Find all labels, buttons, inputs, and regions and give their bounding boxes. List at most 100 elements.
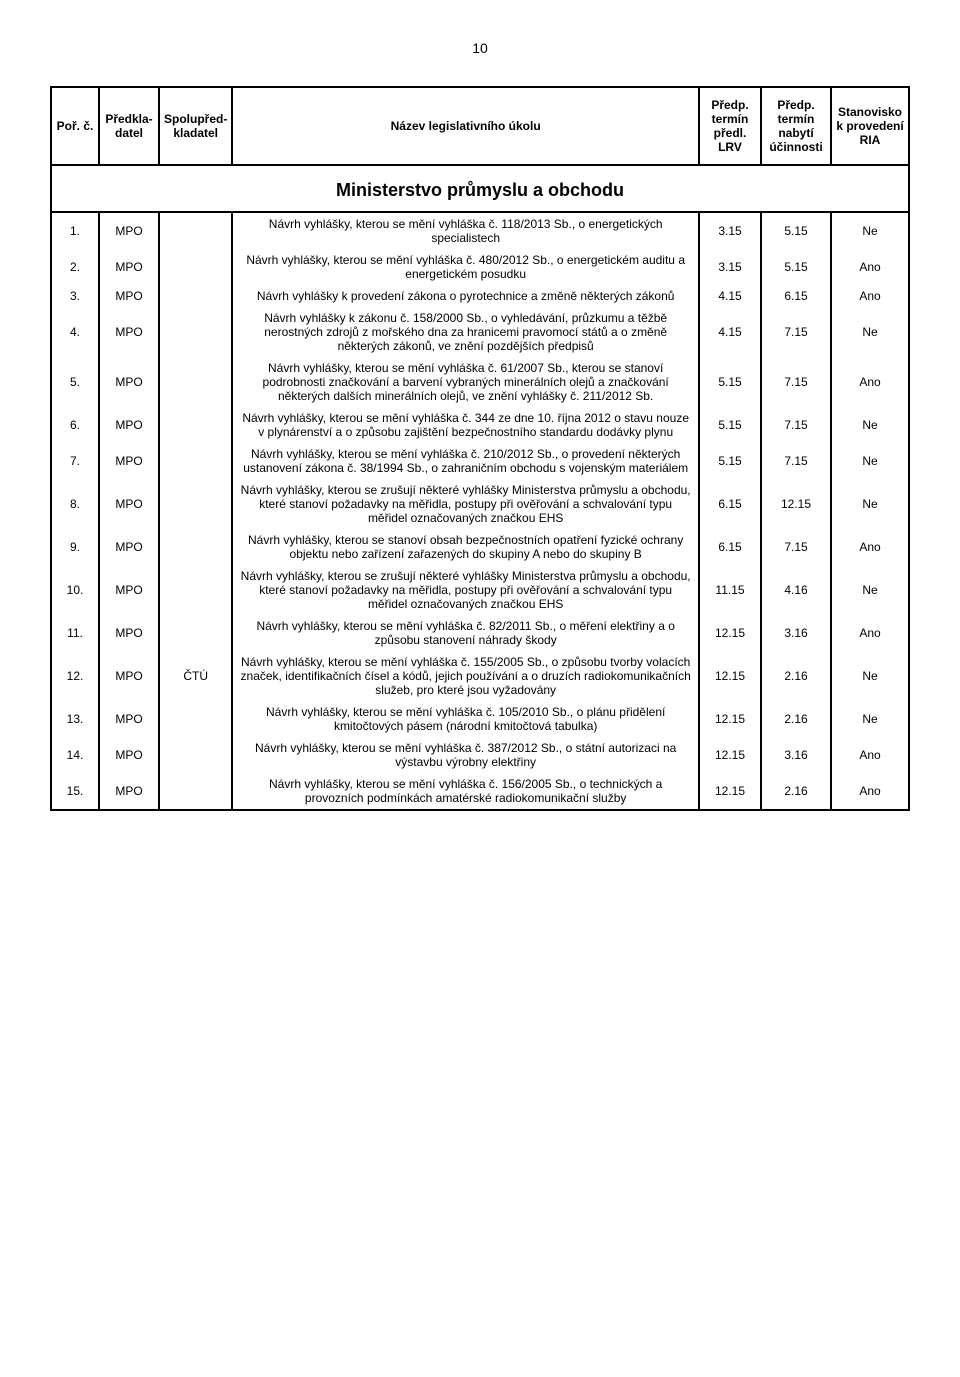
cell-ria: Ne [831, 565, 909, 615]
cell-idx: 15. [51, 773, 99, 810]
cell-author: MPO [99, 773, 159, 810]
cell-lrv: 12.15 [699, 773, 761, 810]
cell-eff: 5.15 [761, 212, 831, 249]
cell-lrv: 5.15 [699, 407, 761, 443]
cell-desc: Návrh vyhlášky, kterou se zrušují někter… [232, 479, 699, 529]
cell-ria: Ano [831, 773, 909, 810]
cell-author: MPO [99, 479, 159, 529]
table-row: 4.MPO Návrh vyhlášky k zákonu č. 158/2000… [51, 307, 909, 357]
cell-coauthor [159, 615, 232, 651]
header-lrv: Předp. termín předl. LRV [699, 87, 761, 165]
cell-eff: 7.15 [761, 443, 831, 479]
cell-coauthor [159, 357, 232, 407]
cell-eff: 5.15 [761, 249, 831, 285]
table-row: 15.MPO Návrh vyhlášky, kterou se mění vyh… [51, 773, 909, 810]
cell-desc: Návrh vyhlášky, kterou se mění vyhláška … [232, 212, 699, 249]
cell-coauthor [159, 479, 232, 529]
cell-lrv: 5.15 [699, 443, 761, 479]
cell-desc: Návrh vyhlášky, kterou se zrušují někter… [232, 565, 699, 615]
cell-ria: Ano [831, 357, 909, 407]
cell-idx: 4. [51, 307, 99, 357]
table-row: 2.MPONávrh vyhlášky, kterou se mění vyhl… [51, 249, 909, 285]
cell-eff: 2.16 [761, 773, 831, 810]
cell-eff: 3.16 [761, 615, 831, 651]
table-header-row: Poř. č. Předkla-datel Spolupřed-kladatel… [51, 87, 909, 165]
cell-desc: Návrh vyhlášky k zákonu č. 158/2000 Sb.,… [232, 307, 699, 357]
table-row: 10.MPONávrh vyhlášky, kterou se zrušují … [51, 565, 909, 615]
cell-coauthor [159, 407, 232, 443]
cell-lrv: 3.15 [699, 249, 761, 285]
cell-author: MPO [99, 407, 159, 443]
cell-author: MPO [99, 701, 159, 737]
cell-lrv: 12.15 [699, 651, 761, 701]
header-eff: Předp. termín nabytí účinnosti [761, 87, 831, 165]
cell-coauthor [159, 565, 232, 615]
cell-coauthor [159, 701, 232, 737]
cell-lrv: 12.15 [699, 737, 761, 773]
cell-lrv: 6.15 [699, 479, 761, 529]
table-row: 7.MPONávrh vyhlášky, kterou se mění vyhl… [51, 443, 909, 479]
cell-ria: Ne [831, 443, 909, 479]
cell-idx: 9. [51, 529, 99, 565]
table-row: 9.MPONávrh vyhlášky, kterou se stanoví o… [51, 529, 909, 565]
cell-idx: 1. [51, 212, 99, 249]
cell-lrv: 12.15 [699, 615, 761, 651]
table-row: 14.MPO Návrh vyhlášky, kterou se mění vyh… [51, 737, 909, 773]
table-row: 11.MPONávrh vyhlášky, kterou se mění vyh… [51, 615, 909, 651]
cell-idx: 10. [51, 565, 99, 615]
cell-ria: Ne [831, 212, 909, 249]
cell-eff: 2.16 [761, 701, 831, 737]
cell-lrv: 4.15 [699, 285, 761, 307]
legislation-table: Poř. č. Předkla-datel Spolupřed-kladatel… [50, 86, 910, 811]
cell-ria: Ano [831, 737, 909, 773]
cell-eff: 7.15 [761, 407, 831, 443]
cell-coauthor [159, 212, 232, 249]
table-row: 8.MPONávrh vyhlášky, kterou se zrušují n… [51, 479, 909, 529]
cell-coauthor [159, 285, 232, 307]
cell-author: MPO [99, 212, 159, 249]
cell-author: MPO [99, 285, 159, 307]
cell-author: MPO [99, 443, 159, 479]
cell-author: MPO [99, 737, 159, 773]
header-ria: Stanovisko k provedení RIA [831, 87, 909, 165]
cell-coauthor: ČTÚ [159, 651, 232, 701]
cell-desc: Návrh vyhlášky, kterou se mění vyhláška … [232, 773, 699, 810]
cell-desc: Návrh vyhlášky, kterou se mění vyhláška … [232, 651, 699, 701]
cell-idx: 14. [51, 737, 99, 773]
cell-ria: Ano [831, 249, 909, 285]
cell-lrv: 11.15 [699, 565, 761, 615]
cell-desc: Návrh vyhlášky, kterou se mění vyhláška … [232, 357, 699, 407]
cell-eff: 2.16 [761, 651, 831, 701]
cell-coauthor [159, 529, 232, 565]
cell-desc: Návrh vyhlášky, kterou se mění vyhláška … [232, 249, 699, 285]
cell-eff: 4.16 [761, 565, 831, 615]
cell-desc: Návrh vyhlášky, kterou se mění vyhláška … [232, 407, 699, 443]
cell-ria: Ne [831, 701, 909, 737]
cell-lrv: 5.15 [699, 357, 761, 407]
table-row: 1.MPO Návrh vyhlášky, kterou se mění vyhl… [51, 212, 909, 249]
cell-author: MPO [99, 357, 159, 407]
cell-coauthor [159, 307, 232, 357]
table-row: 5.MPONávrh vyhlášky, kterou se mění vyhl… [51, 357, 909, 407]
cell-author: MPO [99, 307, 159, 357]
cell-desc: Návrh vyhlášky, kterou se mění vyhláška … [232, 615, 699, 651]
cell-eff: 7.15 [761, 357, 831, 407]
header-idx: Poř. č. [51, 87, 99, 165]
cell-idx: 3. [51, 285, 99, 307]
cell-ria: Ne [831, 651, 909, 701]
cell-idx: 7. [51, 443, 99, 479]
cell-idx: 13. [51, 701, 99, 737]
cell-eff: 7.15 [761, 529, 831, 565]
table-row: 12.MPOČTÚNávrh vyhlášky, kterou se mění … [51, 651, 909, 701]
cell-lrv: 4.15 [699, 307, 761, 357]
cell-eff: 6.15 [761, 285, 831, 307]
cell-eff: 12.15 [761, 479, 831, 529]
cell-desc: Návrh vyhlášky, kterou se mění vyhláška … [232, 737, 699, 773]
cell-ria: Ano [831, 529, 909, 565]
cell-eff: 3.16 [761, 737, 831, 773]
page-number: 10 [50, 40, 910, 56]
cell-coauthor [159, 737, 232, 773]
cell-idx: 12. [51, 651, 99, 701]
table-row: 6.MPONávrh vyhlášky, kterou se mění vyhl… [51, 407, 909, 443]
cell-lrv: 3.15 [699, 212, 761, 249]
